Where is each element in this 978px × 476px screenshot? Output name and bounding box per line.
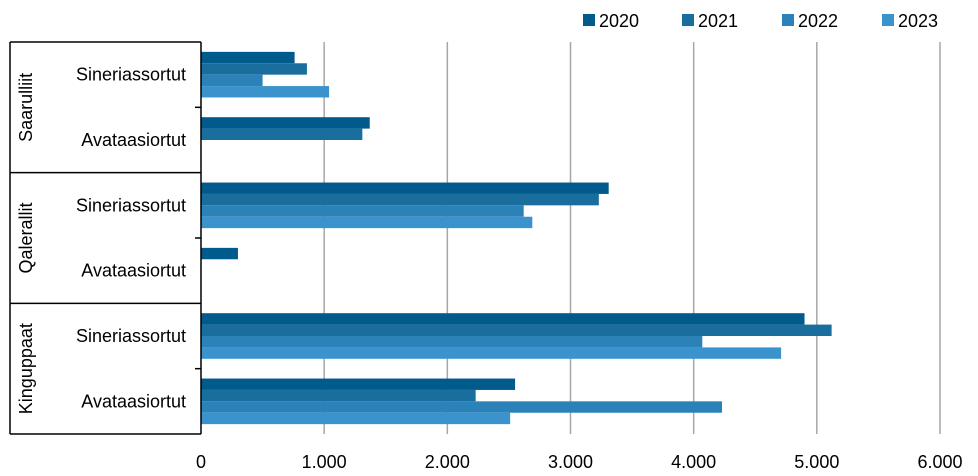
category-label: Sineriassortut	[76, 326, 186, 346]
legend-swatch-2020	[583, 14, 595, 26]
bar-2022	[201, 336, 703, 348]
bar-2022	[201, 205, 524, 217]
legend-label-2021: 2021	[698, 11, 738, 31]
bar-2020	[201, 378, 516, 390]
legend-label-2022: 2022	[798, 11, 838, 31]
bar-2022	[201, 401, 722, 413]
bar-2021	[201, 128, 363, 140]
x-tick-label: 5.000	[794, 452, 839, 471]
group-label: Qalerallit	[16, 202, 36, 273]
category-label: Avataasiortut	[81, 391, 186, 411]
legend-swatch-2023	[882, 14, 894, 26]
x-tick-label: 2.000	[425, 452, 470, 471]
bar-2020	[201, 117, 370, 129]
category-label: Avataasiortut	[81, 261, 186, 281]
bar-2021	[201, 193, 599, 206]
category-label: Sineriassortut	[76, 65, 186, 85]
group-label: Kinguppaat	[16, 323, 36, 414]
category-label: Sineriassortut	[76, 195, 186, 215]
bar-2021	[201, 389, 476, 402]
bar-2022	[201, 74, 263, 87]
legend-swatch-2022	[782, 14, 794, 26]
legend-swatch-2021	[682, 14, 694, 26]
group-label: Saarulliit	[16, 73, 36, 142]
bar-2021	[201, 324, 832, 336]
x-tick-label: 0	[196, 452, 206, 471]
x-tick-label: 4.000	[671, 452, 716, 471]
bar-2020	[201, 51, 295, 64]
x-tick-label: 3.000	[548, 452, 593, 471]
x-tick-label: 1.000	[302, 452, 347, 471]
bar-2020	[201, 247, 238, 260]
bars	[201, 51, 832, 425]
bar-2020	[201, 182, 609, 194]
x-tick-label: 6.000	[917, 452, 962, 471]
bar-2023	[201, 216, 533, 229]
category-label: Avataasiortut	[81, 130, 186, 150]
x-axis-ticks: 0 1.000 2.000 3.000 4.000 5.000 6.000	[196, 452, 963, 472]
bar-2023	[201, 412, 511, 425]
bar-2021	[201, 63, 307, 75]
gridlines	[323, 42, 941, 434]
legend-label-2020: 2020	[599, 11, 639, 31]
bar-2020	[201, 313, 805, 325]
legend-label-2023: 2023	[898, 11, 938, 31]
legend: 2020 2021 2022 2023	[583, 11, 938, 31]
bar-2023	[201, 347, 782, 359]
bar-2023	[201, 86, 330, 98]
category-axis: Sineriassortut Avataasiortut Saarulliit Sin…	[9, 41, 202, 435]
